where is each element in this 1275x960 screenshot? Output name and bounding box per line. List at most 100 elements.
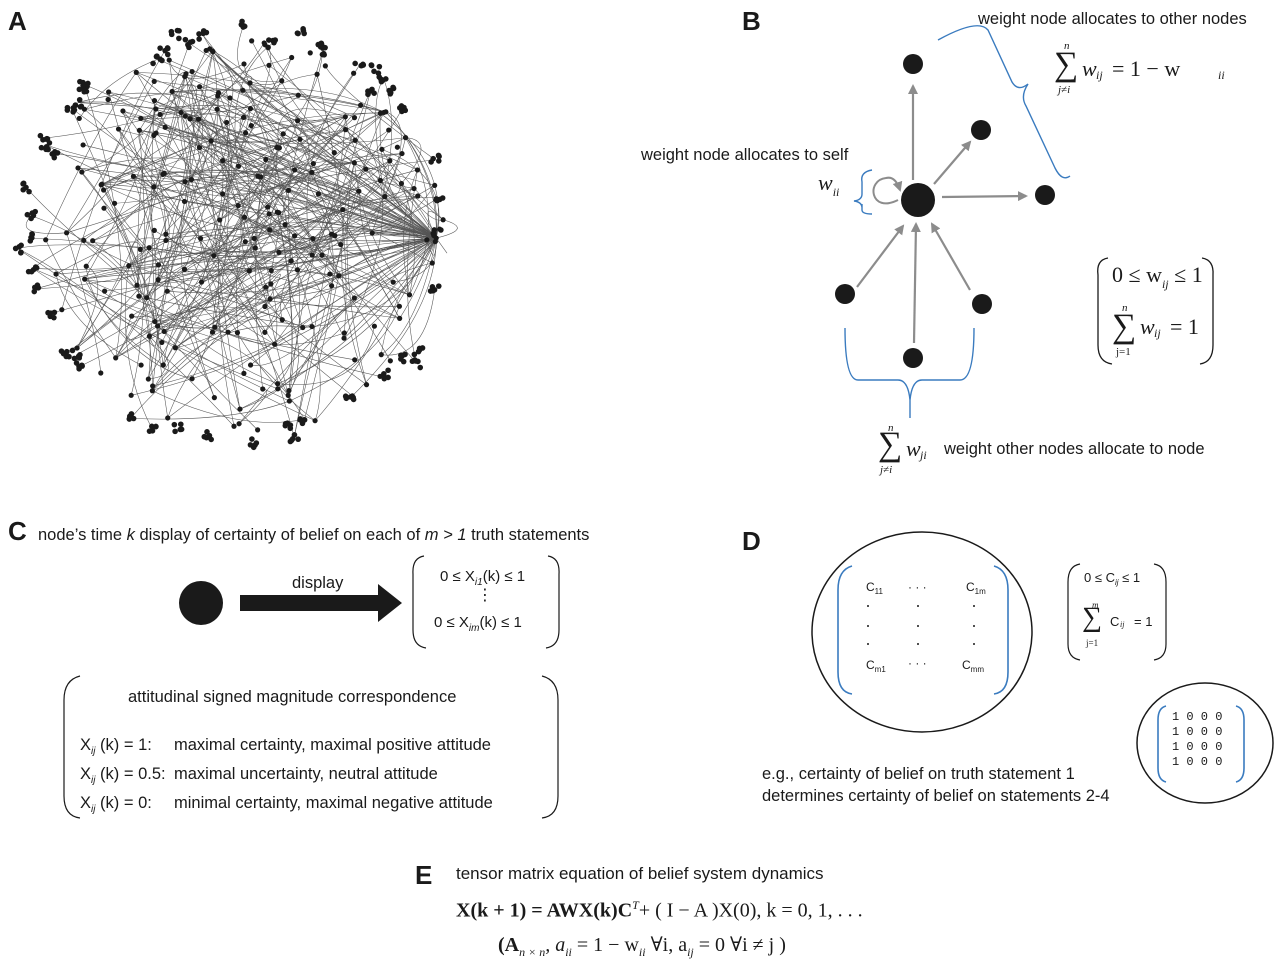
equation-main: X(k + 1) = AWX(k)CT+ ( I − A )X(0), k = … — [456, 898, 863, 922]
network-cluster-node — [76, 86, 83, 93]
network-cluster-node — [149, 428, 156, 434]
network-node — [387, 158, 393, 164]
network-cluster-node — [37, 132, 44, 139]
node-lowerleft — [835, 284, 855, 304]
display-node — [179, 581, 223, 625]
network-edge — [128, 234, 255, 266]
network-edge — [136, 72, 437, 239]
network-node — [187, 116, 193, 122]
network-cluster-node — [271, 39, 277, 46]
network-node — [198, 235, 204, 242]
network-node — [260, 386, 266, 392]
network-edge — [128, 229, 437, 267]
network-edge — [211, 140, 415, 189]
network-node — [163, 237, 169, 244]
d-caption-1: e.g., certainty of belief on truth state… — [762, 765, 1075, 783]
network-node — [268, 281, 274, 287]
network-edge — [32, 153, 403, 269]
network-cluster-node — [71, 355, 78, 362]
network-edge — [180, 201, 215, 398]
network-edge — [157, 140, 212, 280]
network-node — [429, 260, 435, 266]
network-edge — [288, 190, 298, 271]
network-node — [80, 142, 86, 148]
network-node — [386, 127, 392, 133]
network-node — [352, 357, 358, 363]
network-node — [275, 381, 281, 387]
network-edge — [175, 239, 427, 348]
network-node — [351, 70, 357, 76]
network-node — [165, 415, 171, 421]
network-edge — [331, 112, 385, 286]
network-edge — [108, 91, 391, 361]
matrix-cm1: Cm1 — [866, 658, 886, 674]
network-node — [292, 167, 298, 173]
network-cluster-node — [385, 374, 391, 381]
network-cluster-node — [249, 436, 255, 442]
network-edge — [381, 238, 437, 355]
network-edge — [55, 153, 437, 239]
network-edge — [169, 59, 444, 220]
network-cluster-node — [35, 285, 42, 291]
network-cluster-node — [40, 136, 46, 143]
network-cluster-node — [390, 85, 397, 92]
network-edge — [136, 72, 355, 118]
network-cluster-node — [64, 104, 71, 111]
node-right — [1035, 185, 1055, 205]
network-cluster-node — [18, 249, 24, 256]
self-symbol: wii — [818, 170, 840, 199]
network-node — [331, 150, 337, 156]
network-edge — [372, 185, 435, 234]
network-edge — [212, 116, 346, 333]
network-edge — [146, 132, 246, 298]
network-edge — [157, 190, 360, 327]
network-edge — [115, 140, 212, 359]
network-edge — [71, 108, 165, 332]
network-edge — [84, 270, 250, 280]
network-cluster-node — [18, 242, 24, 249]
network-cluster-node — [189, 38, 196, 45]
network-node — [247, 106, 254, 112]
network-node — [352, 137, 358, 143]
network-edge — [213, 120, 298, 256]
network-cluster-node — [196, 31, 202, 37]
network-cluster-node — [315, 41, 322, 48]
network-node — [59, 307, 65, 313]
network-cluster-node — [239, 18, 245, 25]
network-cluster-node — [182, 36, 189, 43]
network-node — [390, 279, 396, 285]
network-cluster-node — [431, 230, 437, 237]
network-edge — [294, 137, 406, 175]
network-edge — [175, 283, 272, 348]
network-cluster-node — [178, 426, 185, 433]
network-cluster-node — [46, 140, 53, 146]
network-cluster-node — [38, 144, 45, 151]
network-node — [136, 127, 142, 133]
network-cluster-node — [385, 367, 391, 374]
network-edge — [55, 241, 141, 275]
network-cluster-node — [176, 28, 182, 34]
network-edge — [436, 219, 458, 239]
network-cluster-node — [295, 30, 301, 37]
network-edge — [280, 209, 343, 320]
network-edge — [293, 191, 360, 438]
network-edge — [345, 116, 437, 239]
network-node — [145, 376, 151, 382]
network-edge — [242, 88, 385, 113]
network-edge — [32, 267, 355, 361]
network-cluster-node — [387, 91, 394, 97]
network-edge — [131, 160, 390, 317]
network-edge — [277, 212, 293, 396]
network-node — [146, 333, 152, 339]
label-self: weight node allocates to self — [641, 146, 849, 164]
network-node — [263, 156, 269, 163]
network-edge — [158, 268, 410, 296]
network-edge — [293, 234, 332, 438]
network-node — [76, 115, 82, 122]
network-edge — [31, 215, 158, 327]
network-cluster-node — [79, 362, 85, 369]
network-node — [279, 317, 285, 323]
network-cluster-node — [297, 417, 303, 423]
